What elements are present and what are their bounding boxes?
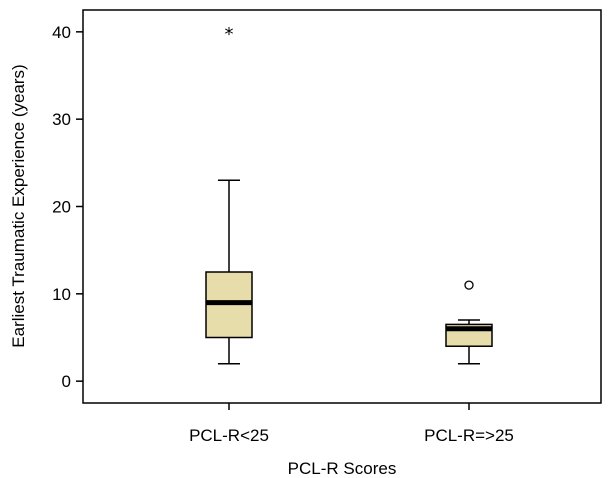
y-tick-label: 40 — [52, 23, 71, 42]
y-axis-title: Earliest Traumatic Experience (years) — [9, 64, 28, 347]
plot-frame — [82, 9, 602, 404]
x-tick-label: PCL-R=>25 — [424, 426, 514, 445]
box-1: * — [205, 24, 253, 365]
y-tick-label: 0 — [62, 372, 71, 391]
outlier-circle-marker — [464, 280, 474, 290]
y-tick-label: 20 — [52, 198, 71, 217]
outlier-star-marker: * — [225, 24, 234, 45]
x-tick-label: PCL-R<25 — [189, 426, 269, 445]
x-axis: PCL-R<25 PCL-R=>25 — [189, 403, 514, 445]
x-axis-title: PCL-R Scores — [288, 459, 397, 478]
y-axis: 0 10 20 30 40 — [52, 23, 83, 391]
box-group: * — [205, 24, 493, 365]
y-tick-label: 10 — [52, 285, 71, 304]
y-tick-label: 30 — [52, 110, 71, 129]
box-2 — [445, 280, 493, 365]
